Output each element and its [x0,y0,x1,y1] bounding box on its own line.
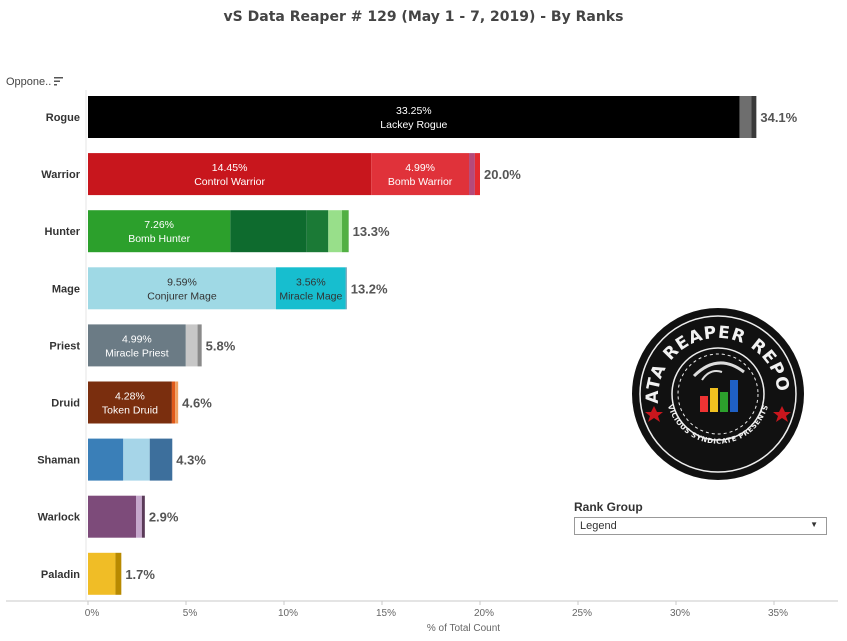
segment-value-label: 3.56% [296,276,326,288]
bar-segment [88,153,372,196]
segment-archetype-label: Miracle Mage [279,290,342,302]
x-tick-label: 30% [670,608,690,619]
bar-segment [171,381,176,424]
bar-segment [88,381,172,424]
segment-value-label: 33.25% [396,105,432,117]
category-label: Warrior [41,169,80,181]
category-label: Rogue [46,112,80,124]
bar-segment [371,153,470,196]
segment-archetype-label: Bomb Warrior [388,176,453,188]
bar-segment [739,96,752,138]
bar-segment [136,495,142,538]
y-axis-header: Oppone.. [6,76,52,88]
bar-segment [175,381,179,424]
bar-segment [115,552,122,595]
bar-segment [197,324,202,367]
segment-archetype-label: Control Warrior [194,176,265,188]
category-label: Mage [52,283,80,295]
x-tick-label: 35% [768,608,788,619]
bar-segment [123,438,150,481]
bar-segment [149,438,173,481]
bar-segment [469,153,475,196]
category-label: Shaman [37,455,80,467]
bar-segment [88,96,740,138]
bar-segment [88,267,276,310]
bar-segment [88,438,124,481]
segment-archetype-label: Lackey Rogue [380,119,447,131]
bar-total-label: 13.2% [351,281,388,296]
rank-group-dropdown[interactable]: Legend ▼ [574,517,827,535]
bar-segment [141,495,145,538]
x-tick-label: 5% [183,608,198,619]
category-label: Warlock [38,512,81,524]
segment-value-label: 4.99% [122,333,152,345]
rank-group-title: Rank Group [574,500,643,514]
data-reaper-logo: DATA REAPER REPORT VICIOUS SYNDICATE PRE… [630,306,804,480]
segment-value-label: 7.26% [144,219,174,231]
segment-archetype-label: Token Druid [102,405,158,417]
bar-segment [88,552,116,595]
category-label: Druid [51,398,80,410]
chart-title: vS Data Reaper # 129 (May 1 - 7, 2019) -… [223,9,624,25]
x-tick-label: 0% [85,608,100,619]
segment-value-label: 9.59% [167,276,197,288]
bar-segment [88,495,137,538]
segment-archetype-label: Bomb Hunter [128,233,190,245]
x-axis-title: % of Total Count [426,623,501,634]
bar-segment [230,210,307,253]
bar-segment [345,267,347,310]
bar-segment [275,267,346,310]
bar-segment [474,153,480,196]
sort-icon[interactable] [53,75,65,87]
bar-total-label: 1.7% [125,567,155,582]
bar-total-label: 4.6% [182,396,212,411]
bar-total-label: 4.3% [176,453,206,468]
bar-total-label: 34.1% [760,110,797,125]
bar-segment [328,210,343,253]
bar-segment [185,324,198,367]
bar-total-label: 5.8% [206,338,236,353]
bar-segment [751,96,757,138]
x-tick-label: 25% [572,608,592,619]
category-label: Priest [49,340,80,352]
segment-value-label: 4.99% [405,162,435,174]
segment-value-label: 14.45% [212,162,248,174]
segment-archetype-label: Miracle Priest [105,347,169,359]
bar-total-label: 2.9% [149,510,179,525]
segment-value-label: 4.28% [115,391,145,403]
bar-segment [88,210,231,253]
x-tick-label: 20% [474,608,494,619]
rank-group-selected: Legend [580,520,617,532]
x-tick-label: 10% [278,608,298,619]
segment-archetype-label: Conjurer Mage [147,290,217,302]
bar-total-label: 20.0% [484,167,521,182]
chevron-down-icon[interactable]: ▼ [810,520,818,529]
bar-total-label: 13.3% [353,224,390,239]
bar-segment [88,324,186,367]
category-label: Hunter [45,226,81,238]
x-tick-label: 15% [376,608,396,619]
bar-segment [342,210,349,253]
category-label: Paladin [41,569,80,581]
bar-segment [306,210,329,253]
